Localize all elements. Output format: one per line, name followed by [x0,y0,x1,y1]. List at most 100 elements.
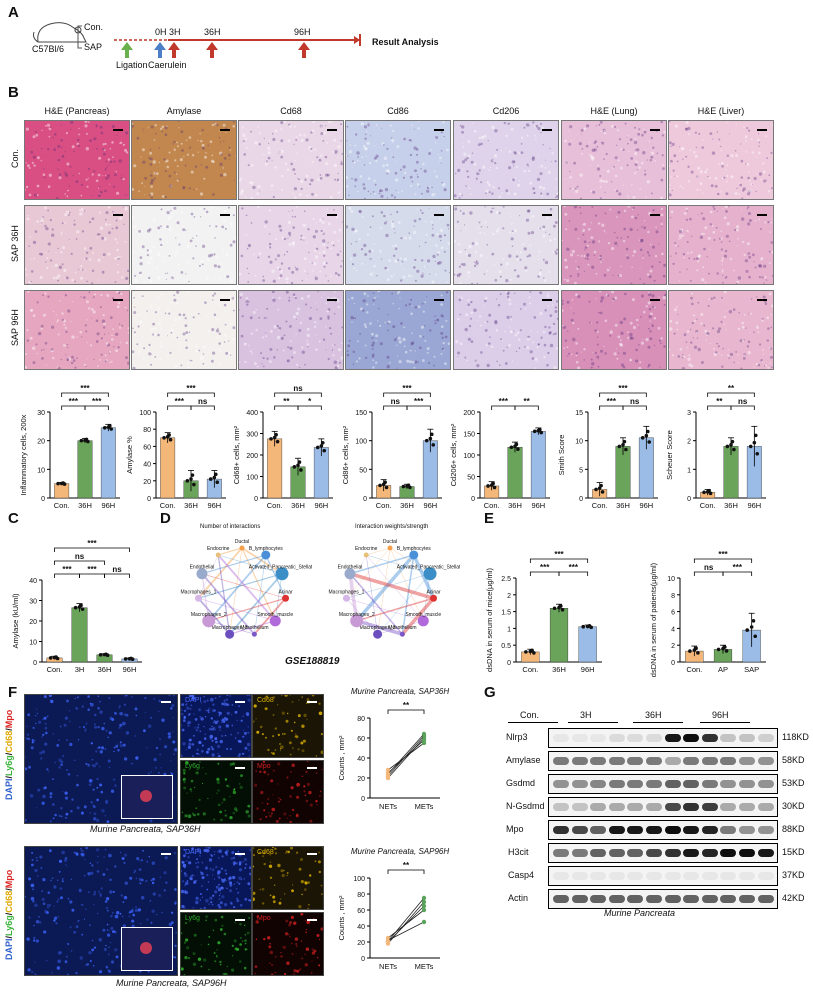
node-label: Macrophages_2 [339,612,375,618]
band-signal [608,803,625,811]
data-point [524,650,528,654]
data-point [492,485,497,490]
x-tick-label: SAP [744,665,759,674]
edge [377,547,391,635]
band-signal [757,734,774,742]
data-point [722,645,727,649]
band-signal [646,895,662,903]
band-signal [664,757,681,765]
band-signal [571,826,588,834]
band-signal [553,757,569,765]
x-tick-label: 36H [724,501,738,510]
band-signal [553,780,569,788]
timeline [114,34,361,58]
tissue-texture [669,291,773,369]
inset-zoom [121,775,173,819]
y-axis-label: Counts , mm² [337,735,346,781]
x-tick-label: 96H [314,501,328,510]
pair-line [387,742,425,771]
sig-label: ns [391,397,401,406]
node-label: Macrophages_2 [191,612,227,618]
data-point [599,483,603,488]
protein-label: Actin [508,893,529,903]
fluorescence-texture [181,761,251,822]
molecular-weight-label: 118KD [782,732,809,742]
data-point [102,425,107,430]
node-label: Mesothelium [388,625,416,631]
edge [201,573,286,599]
bar [530,431,546,499]
t3-arrow-icon [168,42,180,58]
x-tick-label: Con. [267,501,283,510]
edge [208,554,267,622]
data-point [54,655,58,659]
scale-bar [542,299,552,301]
data-point [212,475,217,480]
micrograph-h-e-liver--row2 [668,205,774,285]
t36-label: 36H [204,27,221,37]
band-signal [553,849,569,857]
data-point [296,463,300,468]
band-signal [590,757,607,765]
edge [348,573,359,622]
data-point [560,607,565,612]
node [225,629,235,639]
node-label: Macrophages_1 [329,589,365,595]
band-signal [757,826,774,834]
micrograph-cd206-row2 [453,205,559,285]
band-signal [627,895,644,903]
band-signal [720,734,737,742]
data-point [537,427,542,432]
data-point [167,433,171,437]
x-tick-label: 96H [747,501,761,510]
sig-bracket [190,405,215,410]
band-signal [720,849,737,857]
group-bracket [77,25,82,49]
y-axis-label: Smith Score [557,435,566,476]
edge [366,547,391,556]
edge [198,573,283,599]
data-point [617,444,622,449]
y-tick-label: 2 [507,593,511,600]
panel-a-letter: A [8,4,19,21]
tissue-texture [132,291,236,369]
y-tick-label: 2 [671,643,675,650]
cell-blob [140,942,152,954]
data-point [123,657,128,661]
scale-bar [434,129,444,131]
band-signal [553,734,569,742]
y-tick-label: 0 [687,496,691,503]
node-label: Activated_Pancreatic_Stellate [397,565,460,571]
band-signal [664,849,681,857]
data-point [424,438,429,443]
data-point [749,625,754,629]
ligation-arrow-icon [121,42,133,58]
sig-bracket [54,573,80,578]
data-point [429,432,434,437]
y-tick-label: 30 [37,410,45,417]
band-signal [683,895,700,903]
data-point [539,430,544,435]
blot-band-gsdmd [548,774,778,794]
y-tick-label: 10 [29,640,37,647]
bar [578,626,597,663]
data-point [189,477,193,481]
micrograph-cd206-row1 [453,120,559,200]
scale-bar [220,214,230,216]
x-tick-label: 96H [531,501,545,510]
y-tick-label: 20 [37,439,45,446]
node [275,567,289,581]
y-tick-label: 150 [463,432,475,439]
sig-label: *** [554,550,564,559]
data-point [383,480,387,485]
band-signal [664,872,681,880]
data-point [274,432,278,437]
sig-bracket [54,547,130,552]
sig-label: *** [186,384,196,393]
band-signal [627,734,644,742]
y-tick-label: 0 [671,660,675,667]
data-point [696,651,700,655]
row-label-con: Con. [10,148,20,168]
mets-point [421,903,427,909]
